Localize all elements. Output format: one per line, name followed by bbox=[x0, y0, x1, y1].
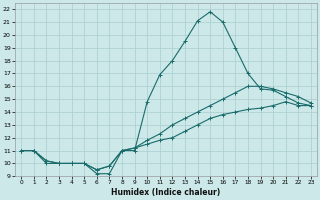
X-axis label: Humidex (Indice chaleur): Humidex (Indice chaleur) bbox=[111, 188, 221, 197]
